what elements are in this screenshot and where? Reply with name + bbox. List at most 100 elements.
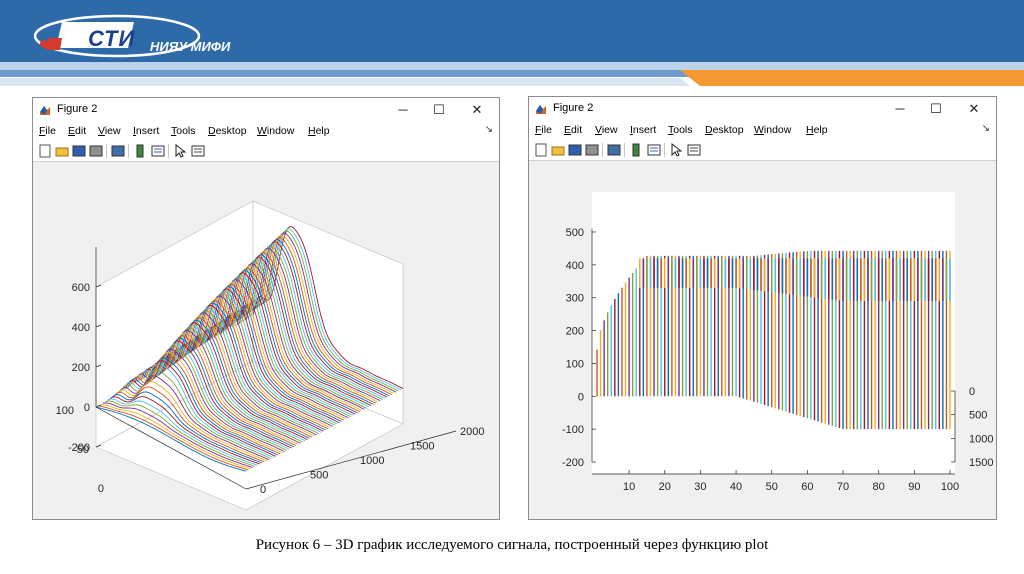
x-tick-label: 20 bbox=[659, 481, 671, 493]
title-bar[interactable]: Figure 2 ─ ☐ ✕ bbox=[529, 97, 996, 121]
print-icon[interactable] bbox=[88, 143, 104, 159]
signal-lines bbox=[596, 250, 951, 430]
series-line bbox=[113, 386, 265, 463]
save-icon[interactable] bbox=[567, 142, 583, 158]
series-line bbox=[102, 402, 253, 468]
print-preview-icon[interactable] bbox=[110, 143, 126, 159]
x-tick-label: 30 bbox=[694, 481, 706, 493]
logo-emblem bbox=[33, 14, 201, 58]
toolbar-separator bbox=[128, 144, 129, 158]
depth-axis: 0 500 1000 1500 bbox=[951, 386, 993, 469]
axes-3d bbox=[95, 200, 404, 511]
x-axis: 0 500 1000 1500 2000 bbox=[260, 426, 484, 496]
menu-window[interactable]: Window bbox=[754, 124, 792, 136]
pointer-icon[interactable] bbox=[668, 142, 684, 158]
z-tick bbox=[95, 404, 102, 408]
x-tick-label: 10 bbox=[623, 481, 635, 493]
z-tick bbox=[95, 444, 102, 448]
menu-desktop[interactable]: Desktop bbox=[208, 125, 247, 137]
z-tick-label: 100 bbox=[566, 358, 584, 370]
plot-browser-icon[interactable] bbox=[190, 143, 206, 159]
series-line bbox=[107, 398, 258, 466]
open-file-icon[interactable] bbox=[550, 142, 566, 158]
menu-file[interactable]: File bbox=[39, 125, 56, 137]
menu-tools[interactable]: Tools bbox=[171, 125, 196, 137]
series-line bbox=[163, 314, 315, 437]
dock-arrow-icon[interactable]: ↘ bbox=[981, 123, 990, 134]
close-button[interactable]: ✕ bbox=[471, 102, 483, 117]
menu-view[interactable]: View bbox=[98, 125, 121, 137]
series-line bbox=[238, 238, 390, 397]
minimize-button[interactable]: ─ bbox=[398, 102, 408, 117]
z-tick-label: 200 bbox=[566, 326, 584, 338]
colorbar-icon[interactable] bbox=[628, 142, 644, 158]
figure-caption: Рисунок 6 – 3D график исследуемого сигна… bbox=[255, 537, 769, 553]
open-file-icon[interactable] bbox=[54, 143, 70, 159]
z-tick-label: -200 bbox=[562, 457, 584, 469]
menu-window[interactable]: Window bbox=[257, 125, 295, 137]
colorbar-icon[interactable] bbox=[132, 143, 148, 159]
series-line bbox=[105, 400, 256, 467]
figure-window-left: Figure 2 ─ ☐ ✕ File Edit View Insert Too… bbox=[32, 97, 500, 520]
menu-edit[interactable]: Edit bbox=[68, 125, 87, 137]
series-line bbox=[227, 249, 379, 403]
save-icon[interactable] bbox=[71, 143, 87, 159]
menu-view[interactable]: View bbox=[595, 124, 618, 136]
axis-edge bbox=[95, 406, 247, 490]
matlab-icon bbox=[536, 105, 546, 114]
z-tick-label: 400 bbox=[566, 260, 584, 272]
print-preview-icon[interactable] bbox=[606, 142, 622, 158]
z-tick bbox=[95, 324, 102, 328]
z-tick-label: 200 bbox=[72, 362, 90, 374]
series-line bbox=[136, 346, 288, 451]
maximize-button[interactable]: ☐ bbox=[433, 102, 445, 117]
plot-browser-icon[interactable] bbox=[686, 142, 702, 158]
series-line bbox=[111, 391, 263, 464]
menu-help[interactable]: Help bbox=[806, 124, 828, 136]
series-line bbox=[150, 330, 301, 444]
menu-insert[interactable]: Insert bbox=[133, 125, 160, 137]
x-tick-label: 0 bbox=[260, 484, 266, 496]
pointer-icon[interactable] bbox=[172, 143, 188, 159]
menu-file[interactable]: File bbox=[535, 124, 552, 136]
toolbar-separator bbox=[624, 143, 625, 157]
series-line bbox=[159, 319, 310, 439]
maximize-button[interactable]: ☐ bbox=[930, 101, 942, 116]
series-line bbox=[179, 297, 331, 428]
z-axis: 600 400 200 0 -200 bbox=[68, 282, 102, 454]
axis-edge bbox=[245, 430, 457, 490]
series-line bbox=[182, 295, 333, 427]
toolbar bbox=[33, 140, 499, 162]
menu-insert[interactable]: Insert bbox=[630, 124, 657, 136]
menu-desktop[interactable]: Desktop bbox=[705, 124, 744, 136]
series-line bbox=[222, 254, 374, 405]
series-line bbox=[234, 243, 385, 399]
dock-arrow-icon[interactable]: ↘ bbox=[484, 124, 493, 135]
series-line bbox=[225, 252, 376, 404]
z-tick-label: -100 bbox=[562, 424, 584, 436]
menu-edit[interactable]: Edit bbox=[564, 124, 583, 136]
new-figure-icon[interactable] bbox=[533, 142, 549, 158]
close-button[interactable]: ✕ bbox=[968, 101, 980, 116]
z-tick-label: 400 bbox=[72, 322, 90, 334]
series-line bbox=[243, 234, 395, 394]
menu-tools[interactable]: Tools bbox=[668, 124, 693, 136]
series-line bbox=[177, 300, 329, 430]
signal-lines bbox=[95, 226, 404, 472]
series-line bbox=[109, 396, 260, 465]
z-tick-label: 0 bbox=[578, 391, 584, 403]
toolbar-separator bbox=[106, 144, 107, 158]
title-bar[interactable]: Figure 2 ─ ☐ ✕ bbox=[33, 98, 499, 122]
series-line bbox=[143, 337, 294, 448]
menu-help[interactable]: Help bbox=[308, 125, 330, 137]
series-line bbox=[247, 230, 399, 392]
minimize-button[interactable]: ─ bbox=[895, 101, 905, 116]
print-icon[interactable] bbox=[584, 142, 600, 158]
legend-icon[interactable] bbox=[150, 143, 166, 159]
new-figure-icon[interactable] bbox=[37, 143, 53, 159]
legend-icon[interactable] bbox=[646, 142, 662, 158]
series-line bbox=[147, 332, 299, 445]
figure-window-right: Figure 2 ─ ☐ ✕ File Edit View Insert Too… bbox=[528, 96, 997, 520]
